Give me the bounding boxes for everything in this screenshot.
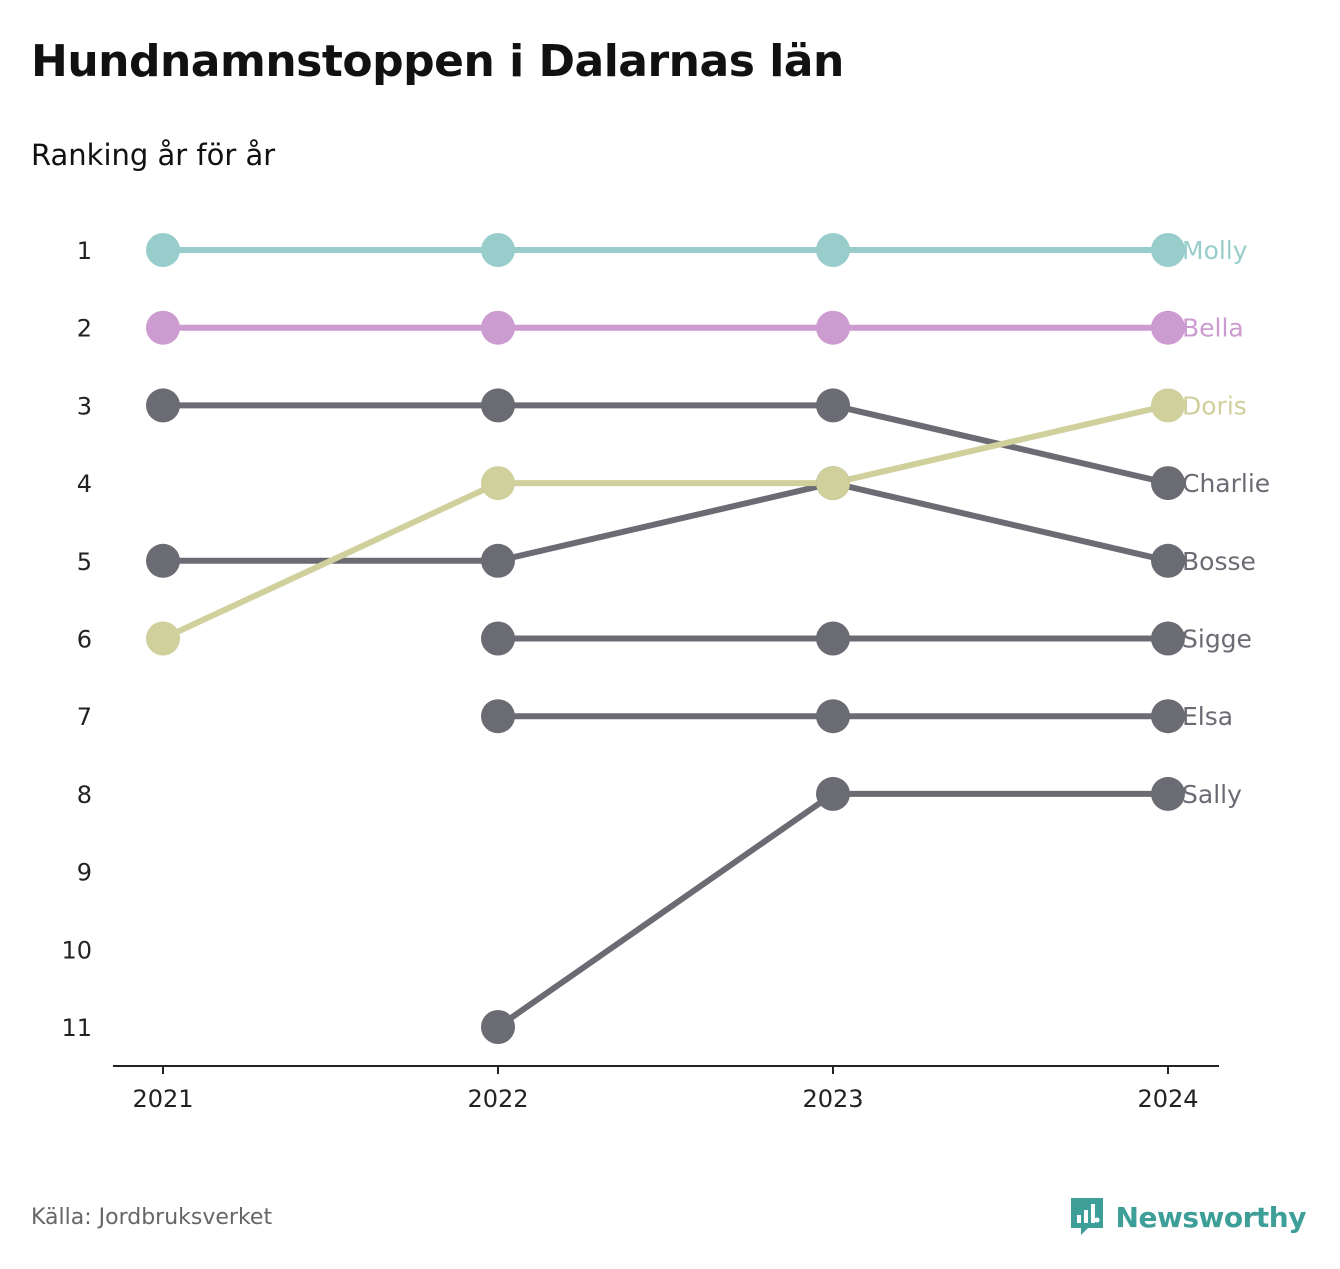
- data-point-charlie: [1151, 466, 1185, 501]
- data-point-sally: [481, 1010, 515, 1044]
- data-point-doris: [481, 466, 515, 501]
- x-tick-label: 2021: [132, 1085, 193, 1113]
- series-label-doris: Doris: [1182, 391, 1247, 420]
- data-point-elsa: [1151, 699, 1185, 734]
- series-line-bosse: [830, 480, 1171, 564]
- series-label-bella: Bella: [1182, 314, 1244, 343]
- data-point-elsa: [816, 699, 850, 734]
- data-point-bella: [481, 310, 515, 345]
- y-tick-label: 11: [61, 1014, 92, 1042]
- series-line-doris: [830, 402, 1171, 487]
- brand-name: Newsworthy: [1115, 1200, 1307, 1234]
- data-point-charlie: [481, 388, 515, 423]
- series-line-sally: [495, 790, 836, 1030]
- data-point-bella: [1151, 310, 1185, 345]
- data-point-bella: [146, 310, 180, 345]
- series-lines: [160, 247, 1171, 1030]
- brand-logo[interactable]: Newsworthy: [1068, 1195, 1307, 1239]
- data-point-sigge: [1151, 621, 1185, 656]
- y-tick-label: 3: [77, 392, 92, 420]
- data-point-bosse: [1151, 543, 1185, 578]
- series-line-bosse: [495, 480, 836, 564]
- series-label-molly: Molly: [1182, 236, 1248, 265]
- data-point-molly: [481, 233, 515, 267]
- series-labels: Charlie Bosse Sigge Elsa Sally Molly Bella Dori…: [1182, 236, 1270, 809]
- data-point-molly: [1151, 233, 1185, 267]
- data-point-doris: [146, 621, 180, 656]
- series-label-bosse: Bosse: [1182, 547, 1256, 576]
- y-tick-label: 10: [61, 936, 92, 964]
- x-tick-label: 2024: [1137, 1085, 1198, 1113]
- x-tick-label: 2023: [802, 1085, 863, 1113]
- data-point-sigge: [816, 621, 850, 656]
- chart-title: Hundnamnstoppen i Dalarnas län: [31, 36, 844, 87]
- y-tick-label: 1: [77, 237, 92, 265]
- y-tick-label: 8: [77, 781, 92, 809]
- y-tick-label: 2: [77, 315, 92, 343]
- data-point-doris: [1151, 388, 1185, 423]
- chart-subtitle: Ranking år för år: [31, 138, 276, 172]
- series-label-elsa: Elsa: [1182, 702, 1233, 731]
- data-point-elsa: [481, 699, 515, 734]
- data-point-sally: [816, 776, 850, 811]
- y-tick-label: 7: [77, 703, 92, 731]
- x-tick-label: 2022: [467, 1085, 528, 1113]
- source-note: Källa: Jordbruksverket: [31, 1205, 273, 1230]
- data-point-sigge: [481, 621, 515, 656]
- y-tick-label: 4: [77, 470, 92, 498]
- data-point-bosse: [146, 543, 180, 578]
- data-point-bosse: [481, 543, 515, 578]
- y-tick-label: 6: [77, 626, 92, 654]
- y-tick-label: 5: [77, 548, 92, 576]
- y-axis-ticks: 1 2 3 4 5 6 7 8 9 10 11: [61, 237, 92, 1042]
- series-line-doris: [160, 480, 501, 642]
- data-point-charlie: [146, 388, 180, 423]
- data-point-bella: [816, 310, 850, 345]
- series-label-sigge: Sigge: [1182, 625, 1252, 654]
- data-point-charlie: [816, 388, 850, 423]
- series-points: [146, 233, 1185, 1044]
- data-point-doris: [816, 466, 850, 501]
- series-label-charlie: Charlie: [1182, 469, 1270, 498]
- data-point-molly: [146, 233, 180, 267]
- data-point-sally: [1151, 776, 1185, 811]
- x-axis-ticks: 2021 2022 2023 2024: [132, 1066, 1199, 1113]
- y-tick-label: 9: [77, 859, 92, 887]
- newsworthy-logo-icon: [1070, 1198, 1103, 1235]
- series-label-sally: Sally: [1182, 780, 1242, 809]
- data-point-molly: [816, 233, 850, 267]
